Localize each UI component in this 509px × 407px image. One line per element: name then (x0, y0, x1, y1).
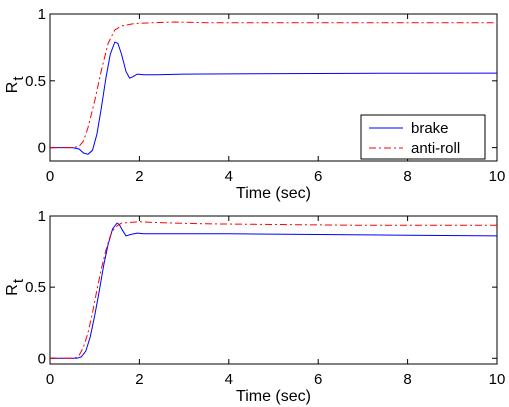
y-axis-label-main: R (4, 82, 21, 94)
x-tick-label: 8 (403, 168, 411, 185)
legend-box (360, 114, 486, 160)
y-tick-label: 1 (38, 208, 46, 225)
x-tick-label: 6 (314, 168, 322, 185)
legend-label-anti-roll: anti-roll (411, 140, 460, 157)
x-tick-label: 2 (135, 371, 143, 388)
x-tick-label: 10 (489, 168, 506, 185)
y-axis-label: Rt (4, 278, 27, 296)
y-tick-label: 0 (38, 350, 46, 367)
y-tick-label: 0.5 (25, 279, 46, 296)
x-axis-label: Time (sec) (236, 388, 311, 405)
x-tick-label: 4 (225, 371, 233, 388)
x-tick-label: 2 (135, 168, 143, 185)
x-tick-label: 0 (46, 168, 54, 185)
y-axis-label-subscript: t (10, 76, 27, 81)
x-tick-label: 4 (225, 168, 233, 185)
y-axis-label: Rt (4, 76, 27, 94)
y-tick-label: 1 (38, 6, 46, 23)
y-tick-label: 0 (38, 140, 46, 157)
series-line-brake (50, 41, 498, 155)
legend-label-brake: brake (411, 120, 449, 137)
x-tick-label: 10 (489, 371, 506, 388)
subplot-2: 0 2 4 6 8 10 0 0.5 1 Time (sec) Rt (4, 208, 505, 405)
y-axis-label-subscript: t (10, 278, 27, 283)
y-tick-label: 0.5 (25, 73, 46, 90)
y-axis-label-main: R (4, 284, 21, 296)
x-tick-label: 8 (403, 371, 411, 388)
x-tick-label: 0 (46, 371, 54, 388)
series-line-anti-roll (50, 21, 497, 149)
series-line-brake (50, 222, 498, 359)
x-tick-label: 6 (314, 371, 322, 388)
x-axis-label: Time (sec) (236, 185, 311, 202)
plot-frame (49, 215, 498, 365)
plot-frame (49, 13, 498, 162)
legend: brake anti-roll (360, 114, 486, 160)
series-line-anti-roll (50, 221, 497, 359)
subplot-1: 0 2 4 6 8 10 0 0.5 1 Time (sec) Rt brake anti-roll (4, 6, 505, 202)
